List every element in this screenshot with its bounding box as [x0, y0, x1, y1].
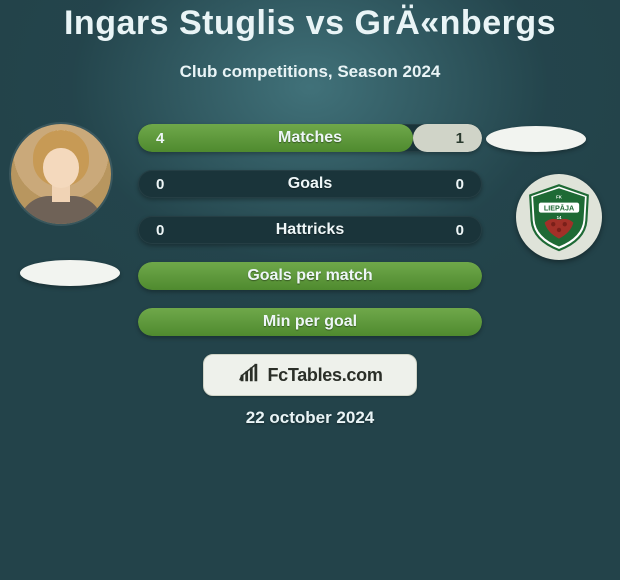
player-right-spotlight [486, 126, 586, 152]
club-logo: LIEPĀJA FK 14 [516, 174, 602, 260]
stat-label: Hattricks [138, 216, 482, 244]
stat-label: Matches [138, 124, 482, 152]
branding-text: FcTables.com [267, 365, 382, 386]
branding-badge: FcTables.com [203, 354, 417, 396]
stat-row-hattricks: 0 0 Hattricks [138, 216, 482, 244]
stats-bars: 4 1 Matches 0 0 Goals 0 0 Hattricks Goal… [138, 124, 482, 354]
stat-label: Min per goal [138, 308, 482, 336]
chart-icon [237, 362, 261, 389]
stat-row-goals-per-match: Goals per match [138, 262, 482, 290]
stat-row-min-per-goal: Min per goal [138, 308, 482, 336]
stat-label: Goals per match [138, 262, 482, 290]
stat-row-goals: 0 0 Goals [138, 170, 482, 198]
svg-text:LIEPĀJA: LIEPĀJA [544, 204, 574, 213]
stat-label: Goals [138, 170, 482, 198]
date-label: 22 october 2024 [0, 408, 620, 428]
page-title: Ingars Stuglis vs GrÄ«nbergs [0, 4, 620, 43]
stat-row-matches: 4 1 Matches [138, 124, 482, 152]
svg-text:FK: FK [556, 194, 563, 199]
page-subtitle: Club competitions, Season 2024 [0, 62, 620, 82]
player-left-avatar [11, 124, 111, 224]
player-left-spotlight [20, 260, 120, 286]
